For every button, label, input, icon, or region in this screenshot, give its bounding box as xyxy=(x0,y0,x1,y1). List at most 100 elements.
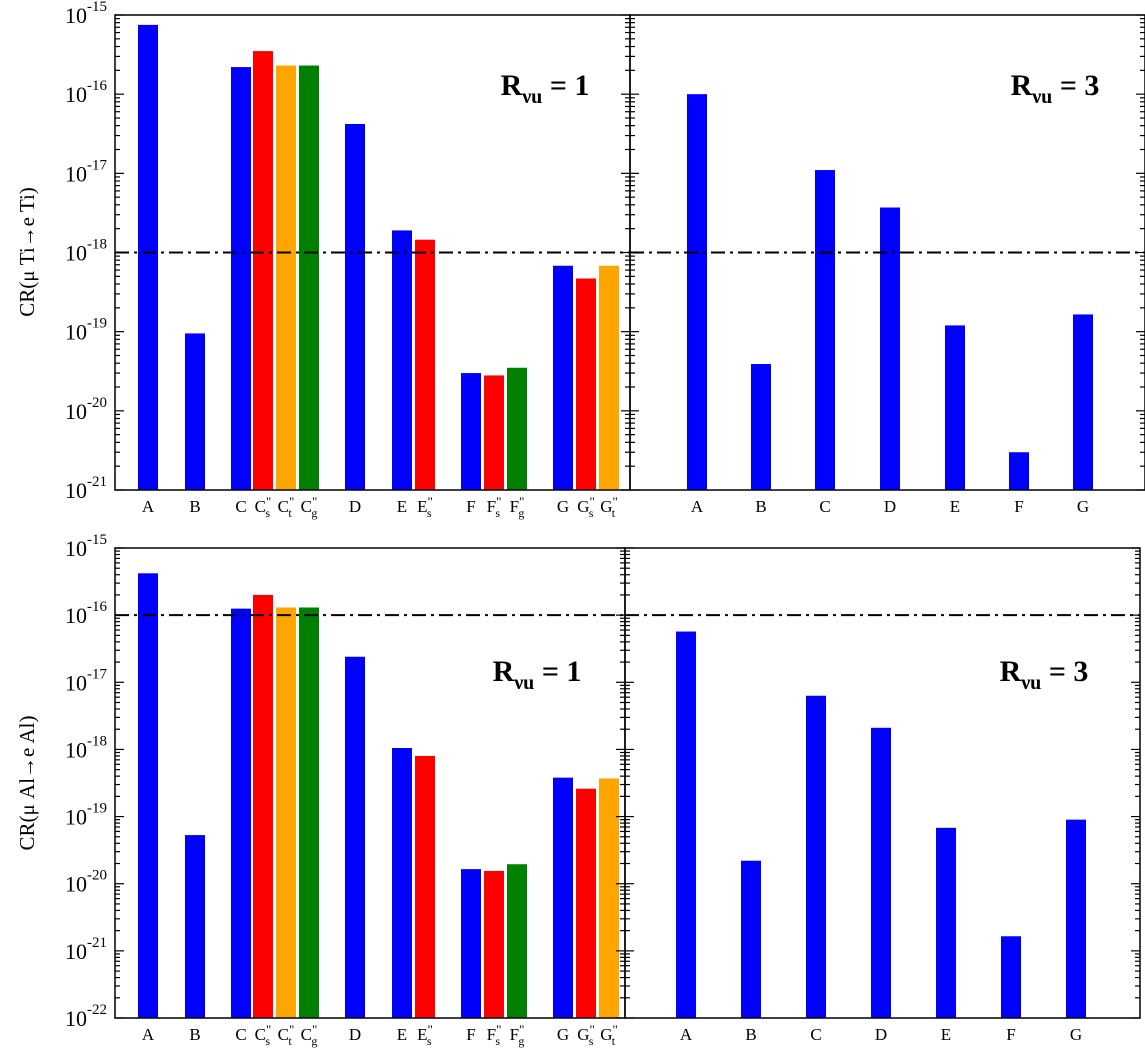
bar-C xyxy=(815,170,835,491)
bar-C xyxy=(231,608,251,1018)
category-label: F" g xyxy=(510,1022,525,1048)
y-tick-label: 10-18 xyxy=(65,733,107,762)
bar-B xyxy=(741,860,761,1018)
category-label: F" s xyxy=(487,494,502,520)
category-label: C" t xyxy=(278,1022,295,1048)
bar-A xyxy=(687,94,707,491)
bar-E xyxy=(945,325,965,490)
category-label: E" s xyxy=(417,494,433,520)
y-axis-label: CR(μ Al→e Al) xyxy=(15,716,39,851)
bar-D xyxy=(345,656,365,1018)
category-label: C" g xyxy=(301,494,318,520)
category-label: A xyxy=(142,1025,155,1044)
bar-D xyxy=(345,123,365,490)
panel-annotation: Rνu = 1 xyxy=(493,655,582,694)
plot-frame xyxy=(624,547,1141,1019)
category-label: B xyxy=(745,1025,756,1044)
category-label: D xyxy=(884,497,896,516)
category-label: F xyxy=(1006,1025,1015,1044)
category-label: G" s xyxy=(577,494,595,520)
category-label: C" s xyxy=(255,1022,272,1048)
bar-E-s xyxy=(415,239,435,490)
category-label: C xyxy=(235,497,246,516)
category-label: G" t xyxy=(600,1022,618,1048)
chart-panel-4: A B C D E F G Rνu = 3 xyxy=(624,547,1141,1044)
category-label: F" g xyxy=(510,494,525,520)
category-label: E" s xyxy=(417,1022,433,1048)
bar-F xyxy=(461,869,481,1018)
y-axis-label: CR(μ Ti→e Ti) xyxy=(15,187,39,317)
bar-E xyxy=(392,230,412,490)
category-label: G" s xyxy=(577,1022,595,1048)
bar-E xyxy=(392,748,412,1018)
bar-F-s xyxy=(484,375,504,490)
category-label: F" s xyxy=(487,1022,502,1048)
category-label: E xyxy=(397,1025,407,1044)
category-label: G" t xyxy=(600,494,618,520)
bar-F-g xyxy=(507,367,527,490)
chart-panel-3: A B C C" s C" t C" g D E E" s F F" s F" g G G" s G" t 10-22 10-2… xyxy=(15,532,626,1048)
category-label: F xyxy=(1014,497,1023,516)
category-label: C xyxy=(819,497,830,516)
bar-C-g xyxy=(299,65,319,490)
category-label: E xyxy=(950,497,960,516)
panel-annotation: Rνu = 3 xyxy=(1000,655,1089,694)
bar-E xyxy=(936,827,956,1018)
category-label: D xyxy=(875,1025,887,1044)
bar-D xyxy=(871,727,891,1018)
bar-G xyxy=(1066,819,1086,1018)
bar-G-t xyxy=(599,778,619,1018)
bar-G xyxy=(553,265,573,490)
bar-D xyxy=(880,207,900,490)
category-label: C" g xyxy=(301,1022,318,1048)
category-label: C" t xyxy=(278,494,295,520)
bar-G-s xyxy=(576,788,596,1018)
y-tick-label: 10-20 xyxy=(65,395,107,424)
category-label: G xyxy=(557,497,569,516)
category-label: G xyxy=(557,1025,569,1044)
y-tick-label: 10-15 xyxy=(65,0,107,28)
bar-C xyxy=(231,67,251,491)
category-label: C xyxy=(810,1025,821,1044)
bar-A xyxy=(138,24,158,490)
y-tick-label: 10-18 xyxy=(65,237,107,266)
bar-F xyxy=(1001,936,1021,1018)
bar-C-t xyxy=(276,607,296,1018)
bar-C-g xyxy=(299,607,319,1018)
bar-C-t xyxy=(276,65,296,490)
bar-F-g xyxy=(507,864,527,1018)
bar-A xyxy=(676,631,696,1018)
category-label: G xyxy=(1077,497,1089,516)
y-tick-label: 10-15 xyxy=(65,532,107,561)
bar-F-s xyxy=(484,870,504,1018)
category-label: E xyxy=(397,497,407,516)
y-tick-label: 10-19 xyxy=(65,316,107,345)
chart-panel-1: A B C C" s C" t C" g D E E" s F F" s F" g G G" s G" t 10-21 10-2… xyxy=(15,0,631,520)
category-label: A xyxy=(691,497,704,516)
category-label: B xyxy=(755,497,766,516)
y-tick-label: 10-21 xyxy=(65,935,107,964)
panel-annotation: Rνu = 3 xyxy=(1011,69,1100,108)
chart-panel-2: A B C D E F G Rνu = 3 xyxy=(629,14,1145,516)
category-label: B xyxy=(189,497,200,516)
bar-C xyxy=(806,695,826,1018)
category-label: D xyxy=(349,497,361,516)
y-tick-label: 10-16 xyxy=(65,599,107,628)
category-label: C xyxy=(235,1025,246,1044)
bar-G-s xyxy=(576,278,596,490)
category-label: C" s xyxy=(255,494,272,520)
category-label: F xyxy=(466,1025,475,1044)
y-tick-label: 10-19 xyxy=(65,801,107,830)
category-label: D xyxy=(349,1025,361,1044)
bar-C-s xyxy=(253,594,273,1018)
bar-F xyxy=(461,373,481,490)
bar-G xyxy=(553,777,573,1018)
bar-C-s xyxy=(253,51,273,491)
bar-F xyxy=(1009,452,1029,490)
category-label: A xyxy=(142,497,155,516)
bar-G xyxy=(1073,314,1093,490)
y-tick-label: 10-21 xyxy=(65,474,107,503)
bar-G-t xyxy=(599,265,619,490)
bar-B xyxy=(751,364,771,490)
category-label: A xyxy=(680,1025,693,1044)
